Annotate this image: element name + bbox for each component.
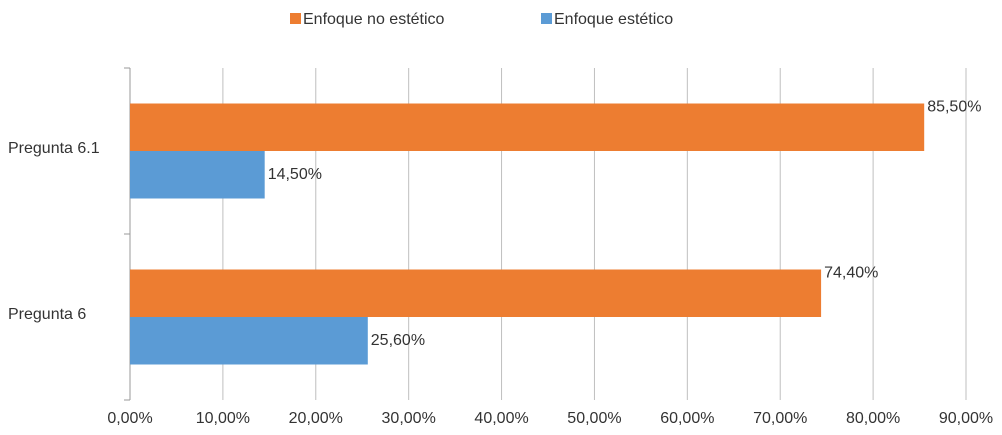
x-tick-label: 10,00% [196, 410, 250, 427]
legend-swatch [541, 13, 552, 24]
bar [130, 103, 925, 151]
legend-label: Enfoque estético [554, 11, 673, 28]
x-tick-label: 40,00% [474, 410, 528, 427]
x-tick-label: 60,00% [660, 410, 714, 427]
value-label: 85,50% [927, 99, 981, 116]
value-label: 74,40% [824, 265, 878, 282]
legend-label: Enfoque no estético [303, 11, 445, 28]
value-label: 25,60% [371, 332, 425, 349]
value-label: 14,50% [268, 166, 322, 183]
bar [130, 151, 265, 199]
x-tick-label: 70,00% [753, 410, 807, 427]
x-tick-label: 0,00% [107, 410, 152, 427]
x-tick-label: 50,00% [567, 410, 621, 427]
y-tick-label: Pregunta 6 [8, 306, 86, 323]
x-tick-label: 90,00% [939, 410, 993, 427]
legend-swatch [290, 13, 301, 24]
y-tick-label: Pregunta 6.1 [8, 140, 100, 157]
x-tick-label: 30,00% [382, 410, 436, 427]
x-tick-label: 20,00% [289, 410, 343, 427]
bar [130, 317, 368, 365]
x-tick-label: 80,00% [846, 410, 900, 427]
bar [130, 269, 822, 317]
